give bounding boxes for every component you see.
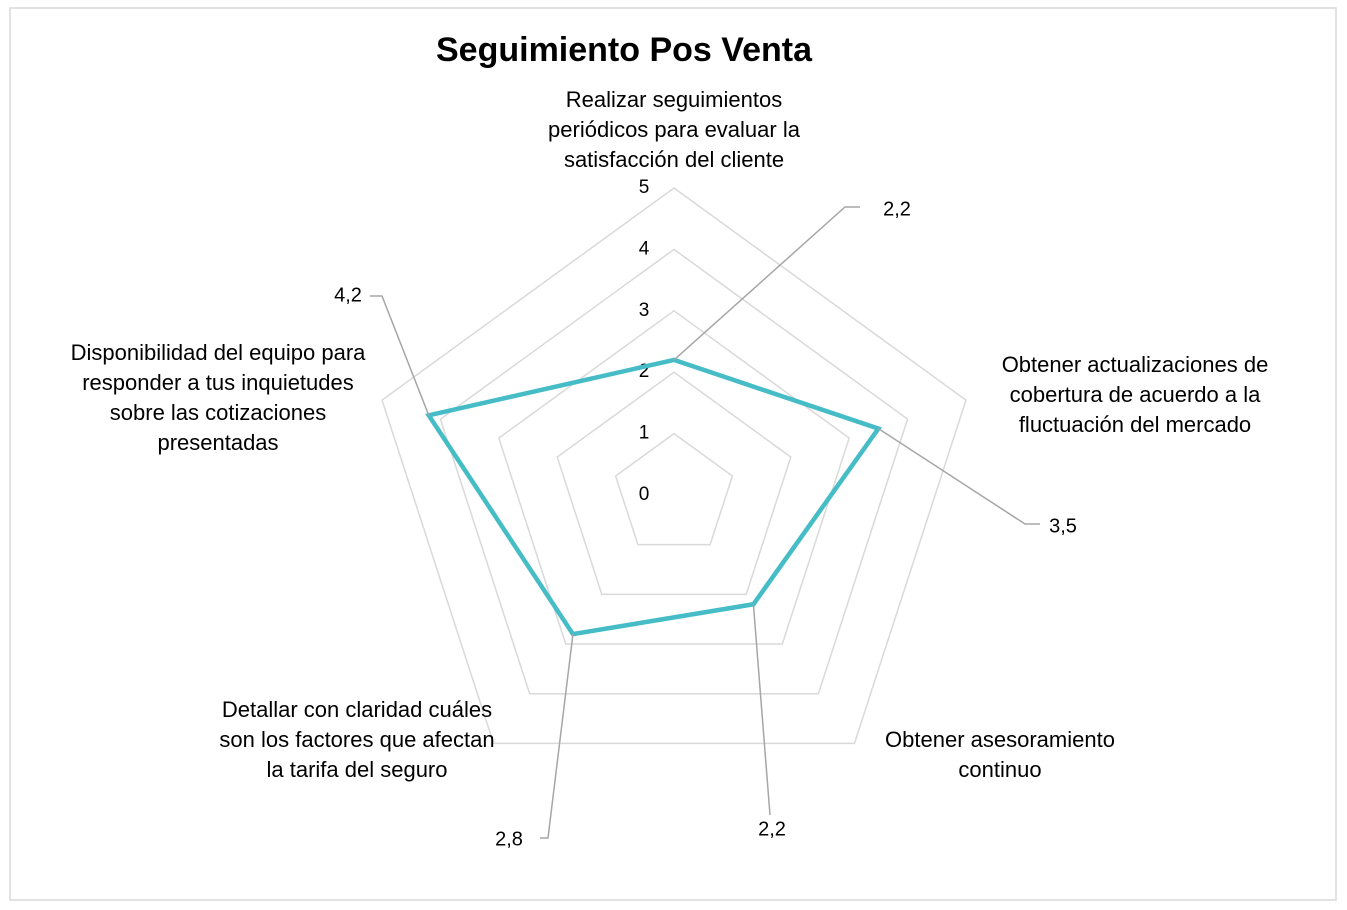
category-label: Obtener actualizaciones de cobertura de … bbox=[1001, 352, 1269, 437]
leader-line bbox=[877, 427, 1040, 525]
leader-line bbox=[540, 633, 574, 839]
grid-ring bbox=[381, 187, 967, 745]
r-tick-label: 0 bbox=[639, 484, 650, 505]
category-label: Disponibilidad del equipo para responder… bbox=[70, 340, 366, 455]
chart-frame bbox=[9, 7, 1337, 901]
grid-ring bbox=[497, 309, 851, 645]
data-label: 2,2 bbox=[758, 818, 786, 840]
grid-ring bbox=[556, 371, 792, 596]
category-label: Detallar con claridad cuáles son los fac… bbox=[219, 697, 495, 782]
leader-line bbox=[673, 206, 860, 361]
chart-title: Seguimiento Pos Venta bbox=[436, 31, 813, 69]
leader-line bbox=[752, 604, 771, 816]
data-label: 2,8 bbox=[495, 828, 523, 850]
category-label: Realizar seguimientos periódicos para ev… bbox=[548, 87, 800, 172]
grid-ring bbox=[439, 248, 909, 695]
r-tick-label: 3 bbox=[639, 300, 650, 321]
series-line bbox=[425, 357, 882, 637]
r-tick-label: 4 bbox=[639, 238, 650, 259]
category-label: Obtener asesoramiento continuo bbox=[885, 727, 1115, 782]
r-tick-label: 2 bbox=[639, 361, 650, 382]
data-label: 4,2 bbox=[334, 284, 362, 306]
r-tick-label: 1 bbox=[639, 423, 650, 444]
data-label: 3,5 bbox=[1049, 515, 1077, 537]
r-tick-label: 5 bbox=[639, 177, 650, 198]
data-label: 2,2 bbox=[883, 198, 911, 220]
leader-line bbox=[370, 295, 430, 416]
grid-ring bbox=[614, 432, 734, 546]
